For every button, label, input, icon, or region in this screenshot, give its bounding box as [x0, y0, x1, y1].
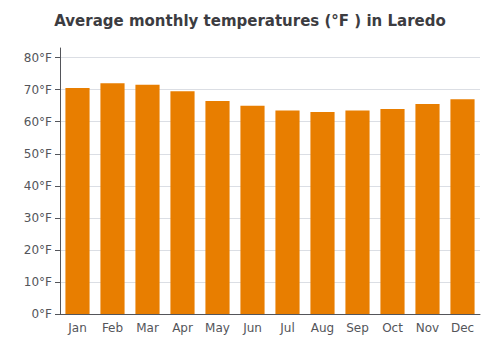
svg-text:Apr: Apr	[172, 321, 193, 335]
svg-text:50°F: 50°F	[24, 147, 52, 161]
svg-text:Oct: Oct	[382, 321, 403, 335]
svg-text:May: May	[205, 321, 230, 335]
svg-text:60°F: 60°F	[24, 115, 52, 129]
svg-text:Jan: Jan	[67, 321, 87, 335]
svg-text:Jun: Jun	[242, 321, 262, 335]
svg-text:70°F: 70°F	[24, 83, 52, 97]
svg-text:20°F: 20°F	[24, 243, 52, 257]
svg-text:40°F: 40°F	[24, 179, 52, 193]
svg-text:30°F: 30°F	[24, 211, 52, 225]
svg-text:Mar: Mar	[136, 321, 159, 335]
svg-text:Nov: Nov	[416, 321, 439, 335]
svg-text:Aug: Aug	[311, 321, 334, 335]
svg-text:80°F: 80°F	[24, 51, 52, 65]
svg-text:Dec: Dec	[451, 321, 474, 335]
svg-text:Sep: Sep	[346, 321, 369, 335]
svg-text:0°F: 0°F	[31, 307, 52, 321]
svg-text:10°F: 10°F	[24, 275, 52, 289]
svg-text:Feb: Feb	[102, 321, 123, 335]
svg-text:Average monthly temperatures (: Average monthly temperatures (°F ) in La…	[54, 12, 446, 30]
svg-text:Jul: Jul	[279, 321, 294, 335]
